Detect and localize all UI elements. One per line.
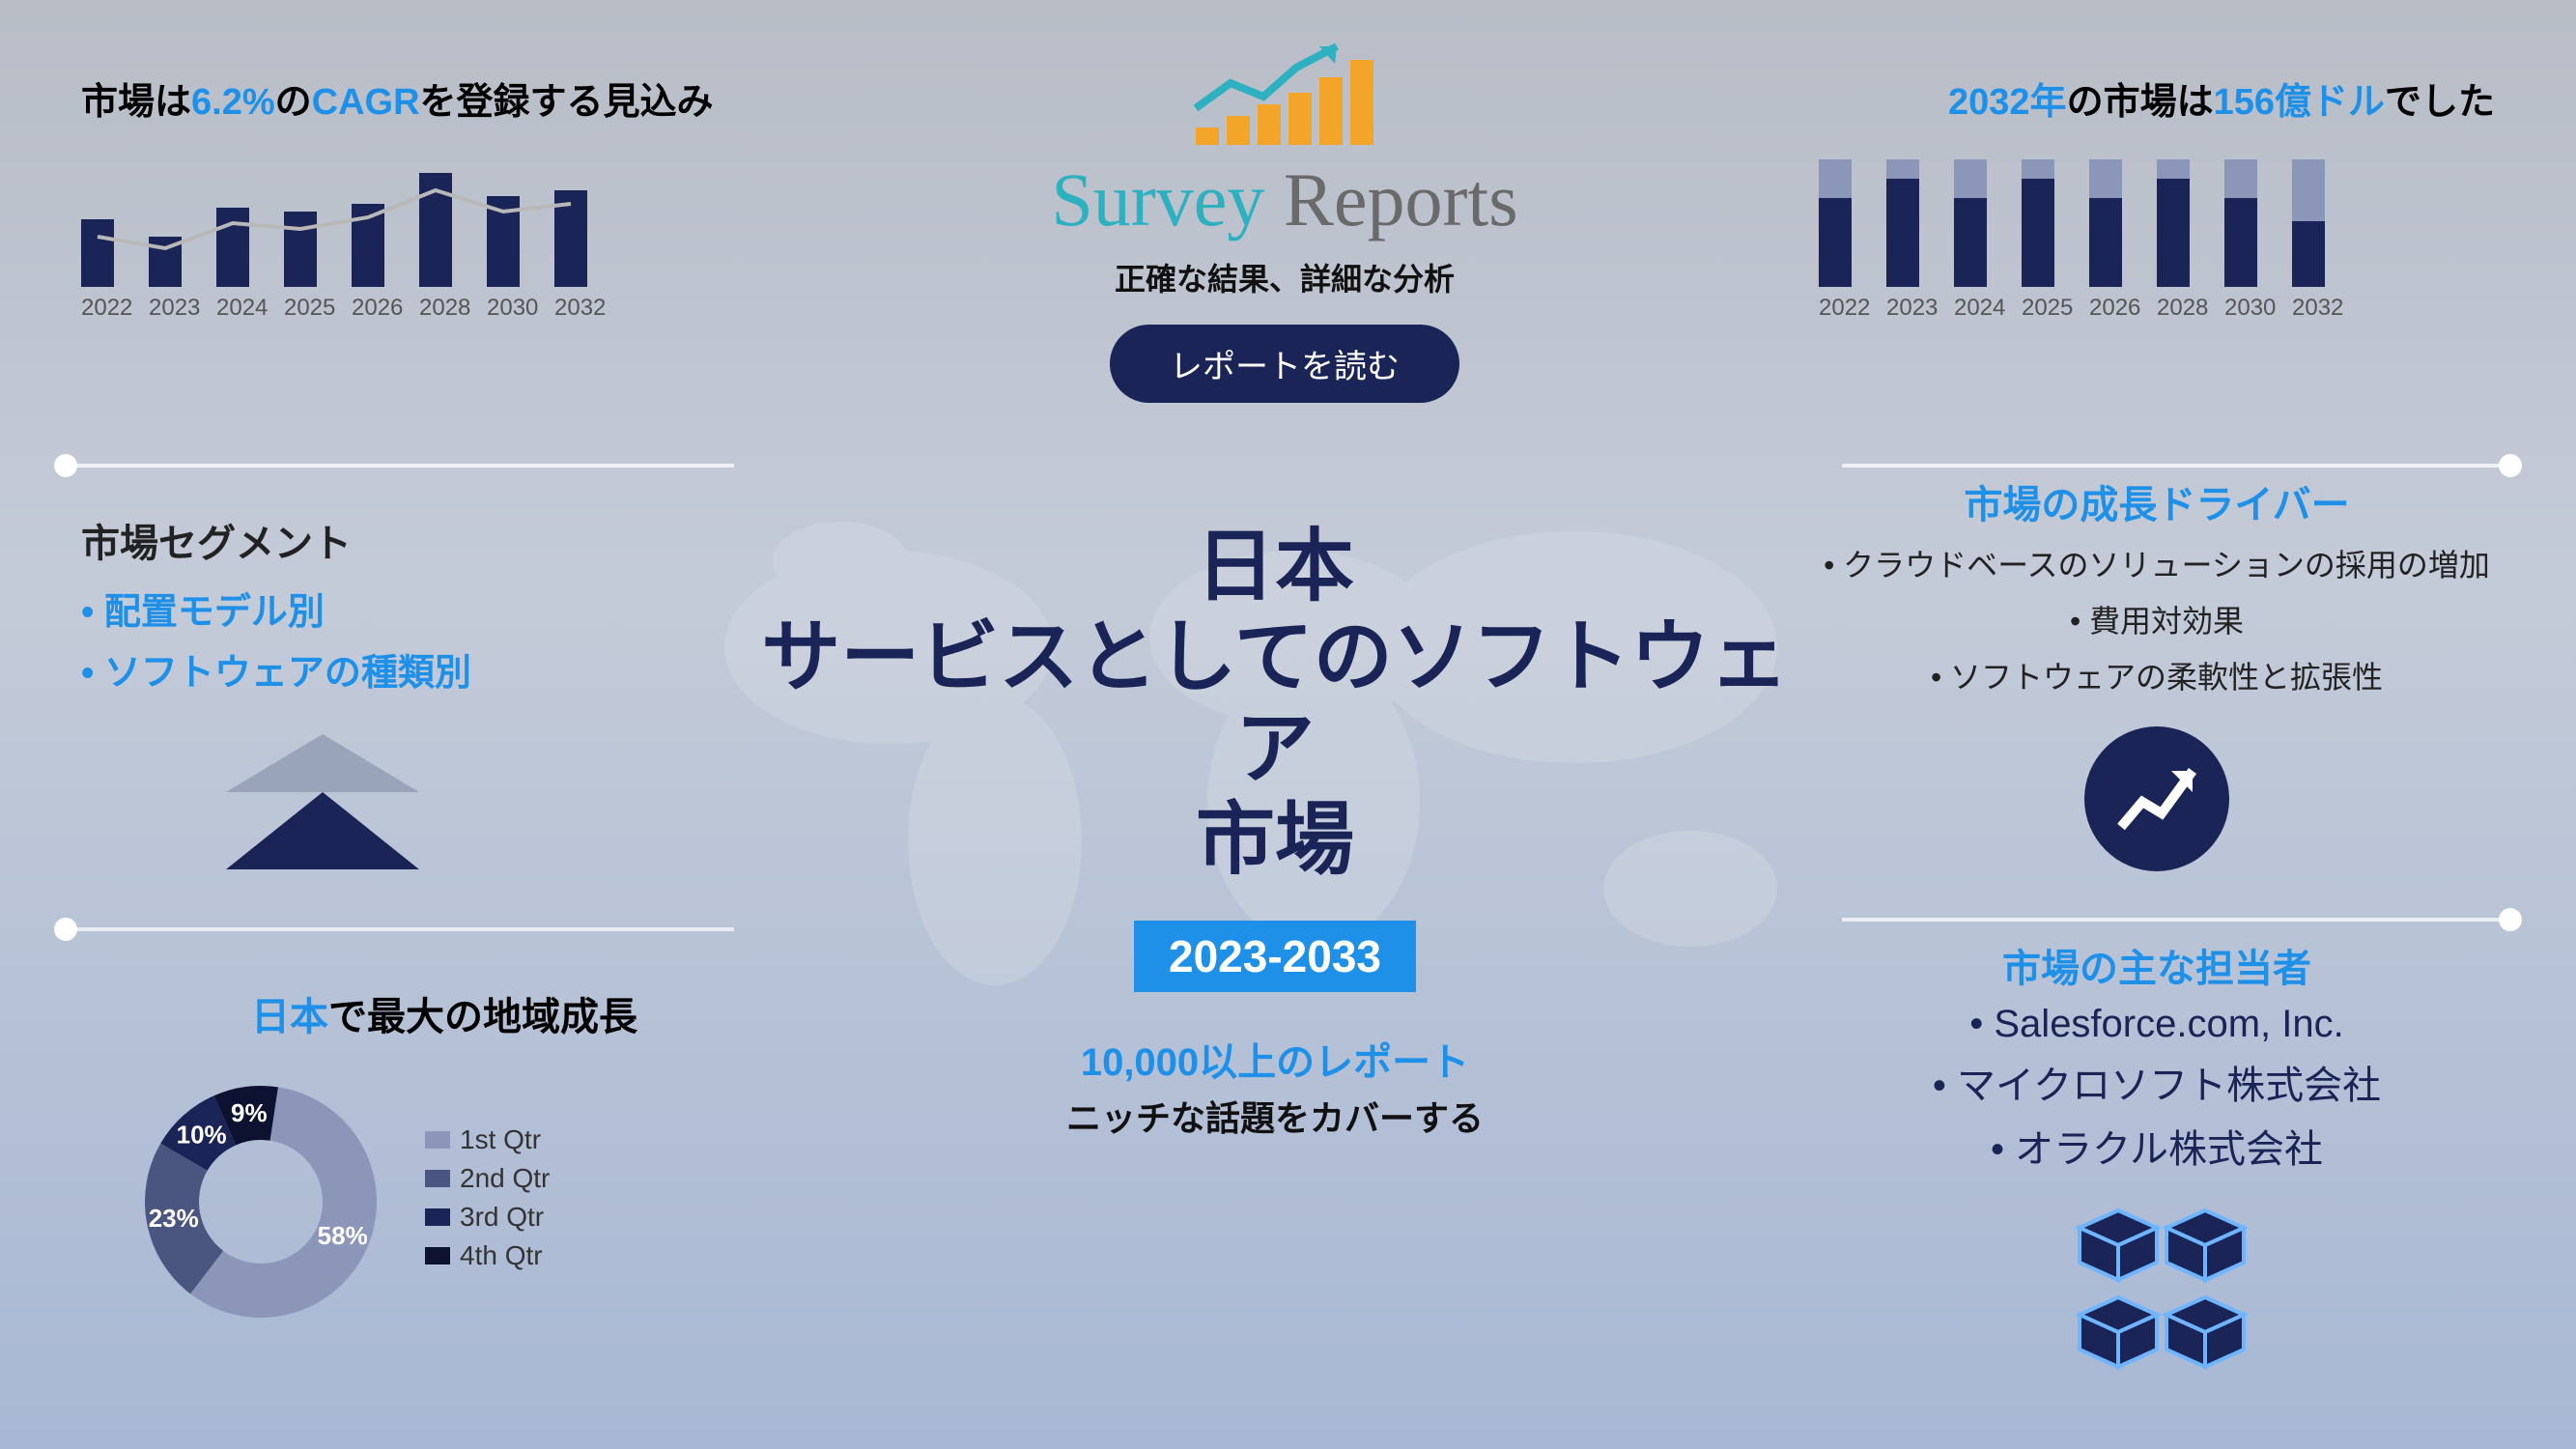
cagr-year-label: 2022 <box>81 295 129 322</box>
cagr-year-label: 2025 <box>284 295 332 322</box>
regional-donut-chart: 58% 23% 10%9% <box>135 1076 386 1327</box>
logo-word-reports: Reports <box>1264 157 1517 242</box>
players-title: 市場の主な担当者 <box>1819 937 2495 993</box>
cagr-year-label: 2032 <box>554 295 603 322</box>
players-list: Salesforce.com, Inc. マイクロソフト株式会社オラクル株式会社 <box>1819 1003 2495 1174</box>
reports-sub-text: ニッチな話題をカバーする <box>734 1091 1816 1141</box>
market-size-bar-chart: 2022 2023 2024 2025 2026 2028 2030 2032 <box>1819 161 2495 326</box>
legend-item: 3rd Qtr <box>425 1202 550 1233</box>
market-size-block: 2032年の市場は156億ドルでした 202220232024202520262… <box>1819 79 2495 326</box>
logo-bars-icon <box>1196 58 1373 145</box>
legend-label: 3rd Qtr <box>460 1202 544 1233</box>
market-size-bar <box>2022 159 2054 287</box>
cagr-year-label: 2030 <box>487 295 535 322</box>
market-size-year-label: 2024 <box>1954 295 2002 322</box>
cagr-year-label: 2024 <box>216 295 265 322</box>
cagr-year-label: 2023 <box>149 295 197 322</box>
segment-item: ソフトウェアの種類別 <box>81 642 699 696</box>
market-size-year-label: 2026 <box>2089 295 2137 322</box>
players-block: 市場の主な担当者 Salesforce.com, Inc. マイクロソフト株式会社… <box>1819 937 2495 1389</box>
driver-item: 費用対効果 <box>1819 597 2495 641</box>
regional-block: 日本で最大の地域成長 58% 23% 10%9% 1st Qtr 2nd Qtr 3rd… <box>135 985 753 1327</box>
driver-item: ソフトウェアの柔軟性と拡張性 <box>1819 653 2495 697</box>
cagr-year-label: 2026 <box>352 295 400 322</box>
market-size-year-label: 2030 <box>2224 295 2273 322</box>
cagr-year-label: 2028 <box>419 295 467 322</box>
cagr-block: 市場は6.2%のCAGRを登録する見込み 2022202320242025202… <box>81 79 757 326</box>
legend-swatch <box>425 1247 450 1264</box>
layers-icon <box>216 734 699 894</box>
donut-legend: 1st Qtr 2nd Qtr 3rd Qtr 4th Qtr <box>425 1124 550 1279</box>
legend-swatch <box>425 1131 450 1149</box>
divider-right-2 <box>1842 918 2518 922</box>
donut-slice-label: 9% <box>231 1098 268 1127</box>
legend-label: 2nd Qtr <box>460 1163 550 1194</box>
market-size-bar <box>2089 159 2122 287</box>
cagr-trend-line <box>81 161 622 287</box>
market-size-bar <box>2157 159 2190 287</box>
market-size-bar <box>1886 159 1919 287</box>
market-size-heading: 2032年の市場は156億ドルでした <box>1819 79 2495 127</box>
trend-up-icon <box>2084 726 2229 871</box>
logo-word-survey: Survey <box>1051 157 1264 242</box>
player-item: マイクロソフト株式会社 <box>1819 1054 2495 1110</box>
legend-label: 4th Qtr <box>460 1240 543 1271</box>
legend-item: 2nd Qtr <box>425 1163 550 1194</box>
segments-title: 市場セグメント <box>81 512 699 568</box>
cagr-bar-chart: 2022 2023 2024 2025 2026 2028 2030 2032 <box>81 161 757 326</box>
legend-item: 4th Qtr <box>425 1240 550 1271</box>
logo-tagline: 正確な結果、詳細な分析 <box>850 255 1719 299</box>
drivers-block: 市場の成長ドライバー クラウドベースのソリューションの採用の増加費用対効果ソフト… <box>1819 473 2495 871</box>
donut-slice-label: 23% <box>149 1204 199 1233</box>
player-item: Salesforce.com, Inc. <box>1819 1003 2495 1046</box>
player-item: オラクル株式会社 <box>1819 1118 2495 1174</box>
center-title-block: 日本 サービスとしてのソフトウェア 市場 2023-2033 10,000以上の… <box>734 522 1816 1141</box>
legend-swatch <box>425 1208 450 1226</box>
market-size-year-label: 2032 <box>2292 295 2340 322</box>
market-size-year-label: 2022 <box>1819 295 1867 322</box>
segments-list: 配置モデル別ソフトウェアの種類別 <box>81 582 699 696</box>
legend-label: 1st Qtr <box>460 1124 541 1155</box>
drivers-title: 市場の成長ドライバー <box>1819 473 2495 529</box>
regional-heading: 日本で最大の地域成長 <box>135 985 753 1041</box>
driver-item: クラウドベースのソリューションの採用の増加 <box>1819 541 2495 585</box>
legend-item: 1st Qtr <box>425 1124 550 1155</box>
reports-count-text: 10,000以上のレポート <box>734 1031 1816 1087</box>
segment-item: 配置モデル別 <box>81 582 699 635</box>
market-size-year-label: 2028 <box>2157 295 2205 322</box>
logo-block: Survey Reports 正確な結果、詳細な分析 レポートを読む <box>850 58 1719 403</box>
year-range-badge: 2023-2033 <box>1134 921 1416 992</box>
divider-right-1 <box>1842 464 2518 468</box>
divider-left-2 <box>58 927 734 931</box>
donut-slice-label: 58% <box>318 1221 368 1250</box>
market-size-year-label: 2023 <box>1886 295 1935 322</box>
legend-swatch <box>425 1170 450 1187</box>
blockchain-cubes-icon <box>2060 1201 2253 1389</box>
market-size-bar <box>2292 159 2325 287</box>
market-size-year-label: 2025 <box>2022 295 2070 322</box>
donut-slice-label: 10% <box>177 1120 227 1149</box>
market-size-bar <box>1954 159 1987 287</box>
market-size-bar <box>1819 159 1852 287</box>
segments-block: 市場セグメント 配置モデル別ソフトウェアの種類別 <box>81 512 699 894</box>
cagr-heading: 市場は6.2%のCAGRを登録する見込み <box>81 79 757 127</box>
drivers-list: クラウドベースのソリューションの採用の増加費用対効果ソフトウェアの柔軟性と拡張性 <box>1819 541 2495 697</box>
market-size-bar <box>2224 159 2257 287</box>
divider-left-1 <box>58 464 734 468</box>
read-report-button[interactable]: レポートを読む <box>1110 325 1459 403</box>
main-title: 日本 サービスとしてのソフトウェア 市場 <box>734 522 1816 886</box>
logo-text: Survey Reports <box>850 156 1719 243</box>
